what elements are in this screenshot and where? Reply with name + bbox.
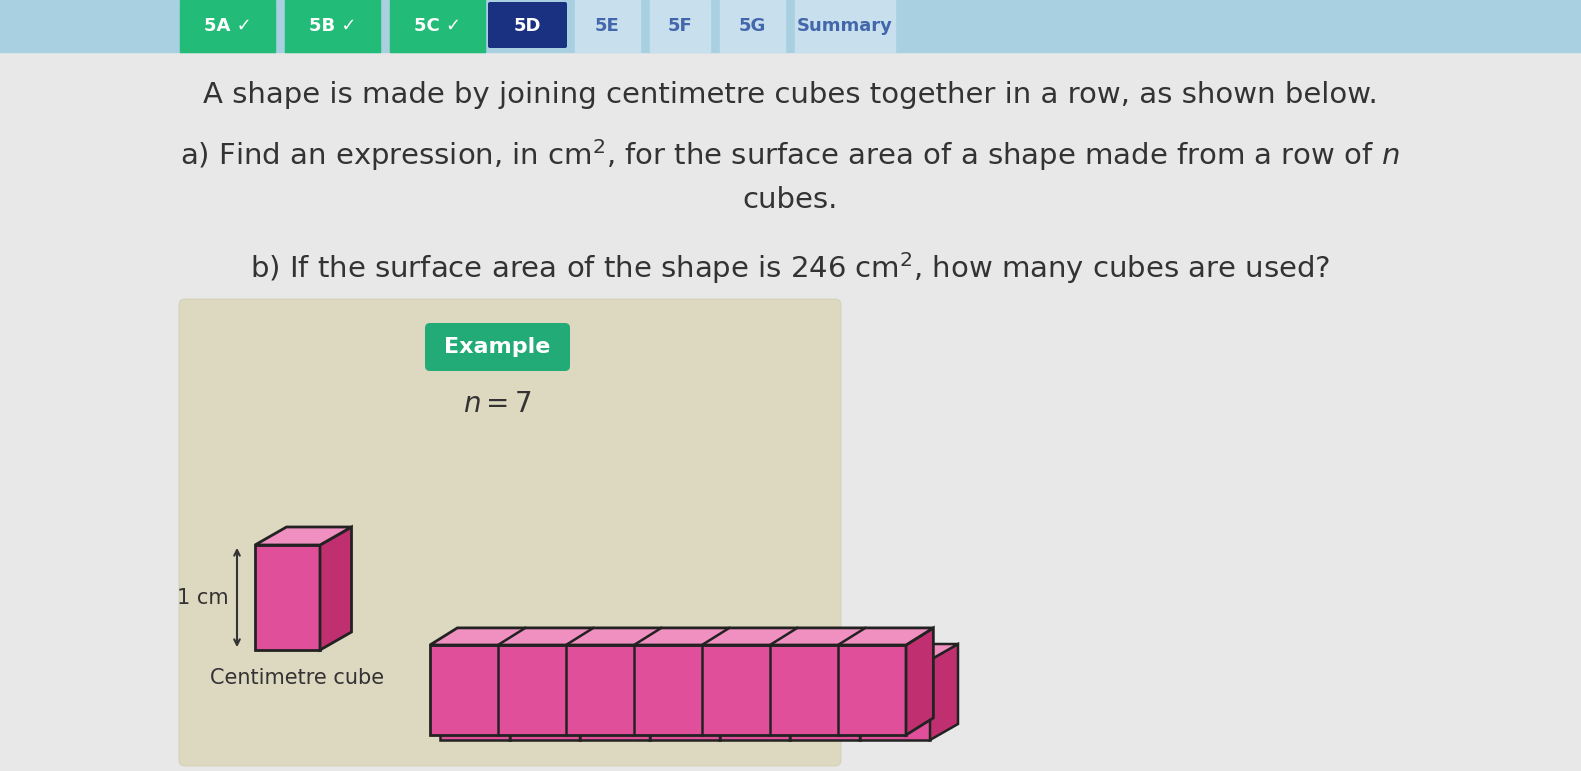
Polygon shape xyxy=(511,660,580,740)
Polygon shape xyxy=(790,644,889,660)
Text: 1 cm: 1 cm xyxy=(177,588,229,608)
Polygon shape xyxy=(255,527,351,545)
Polygon shape xyxy=(719,660,790,740)
FancyBboxPatch shape xyxy=(179,299,841,766)
Text: 5C ✓: 5C ✓ xyxy=(414,17,462,35)
Text: A shape is made by joining centimetre cubes together in a row, as shown below.: A shape is made by joining centimetre cu… xyxy=(202,81,1377,109)
Text: Example: Example xyxy=(444,337,550,357)
Text: $n = 7$: $n = 7$ xyxy=(463,390,531,418)
Polygon shape xyxy=(255,545,319,650)
Polygon shape xyxy=(440,644,538,660)
Polygon shape xyxy=(430,645,906,735)
Bar xyxy=(391,0,485,52)
FancyBboxPatch shape xyxy=(425,323,571,371)
Polygon shape xyxy=(790,644,817,740)
Polygon shape xyxy=(906,628,933,735)
Text: b) If the surface area of the shape is 246 cm$^2$, how many cubes are used?: b) If the surface area of the shape is 2… xyxy=(250,250,1330,286)
Text: cubes.: cubes. xyxy=(743,186,838,214)
Bar xyxy=(575,0,640,52)
Polygon shape xyxy=(860,660,930,740)
Polygon shape xyxy=(790,660,860,740)
Polygon shape xyxy=(719,644,817,660)
Polygon shape xyxy=(650,660,719,740)
Text: 5F: 5F xyxy=(667,17,692,35)
Polygon shape xyxy=(650,644,678,740)
Polygon shape xyxy=(580,644,609,740)
Text: 5A ✓: 5A ✓ xyxy=(204,17,251,35)
FancyBboxPatch shape xyxy=(489,2,568,48)
Text: Summary: Summary xyxy=(797,17,893,35)
Bar xyxy=(650,0,710,52)
Bar xyxy=(0,0,1581,52)
Polygon shape xyxy=(580,644,678,660)
Text: 5B ✓: 5B ✓ xyxy=(308,17,356,35)
Text: 5D: 5D xyxy=(514,17,541,35)
Polygon shape xyxy=(719,644,748,740)
Bar xyxy=(180,0,275,52)
Polygon shape xyxy=(511,644,538,740)
Polygon shape xyxy=(511,644,609,660)
Polygon shape xyxy=(319,527,351,650)
Polygon shape xyxy=(930,644,958,740)
Polygon shape xyxy=(430,628,933,645)
Bar xyxy=(795,0,895,52)
Bar xyxy=(719,0,786,52)
Text: 5E: 5E xyxy=(594,17,620,35)
Text: 5G: 5G xyxy=(738,17,767,35)
Text: a) Find an expression, in cm$^2$, for the surface area of a shape made from a ro: a) Find an expression, in cm$^2$, for th… xyxy=(180,137,1399,173)
Polygon shape xyxy=(580,660,650,740)
Polygon shape xyxy=(650,644,748,660)
Polygon shape xyxy=(860,644,958,660)
Text: Centimetre cube: Centimetre cube xyxy=(210,668,384,688)
Polygon shape xyxy=(860,644,889,740)
Polygon shape xyxy=(440,660,511,740)
Bar xyxy=(285,0,379,52)
